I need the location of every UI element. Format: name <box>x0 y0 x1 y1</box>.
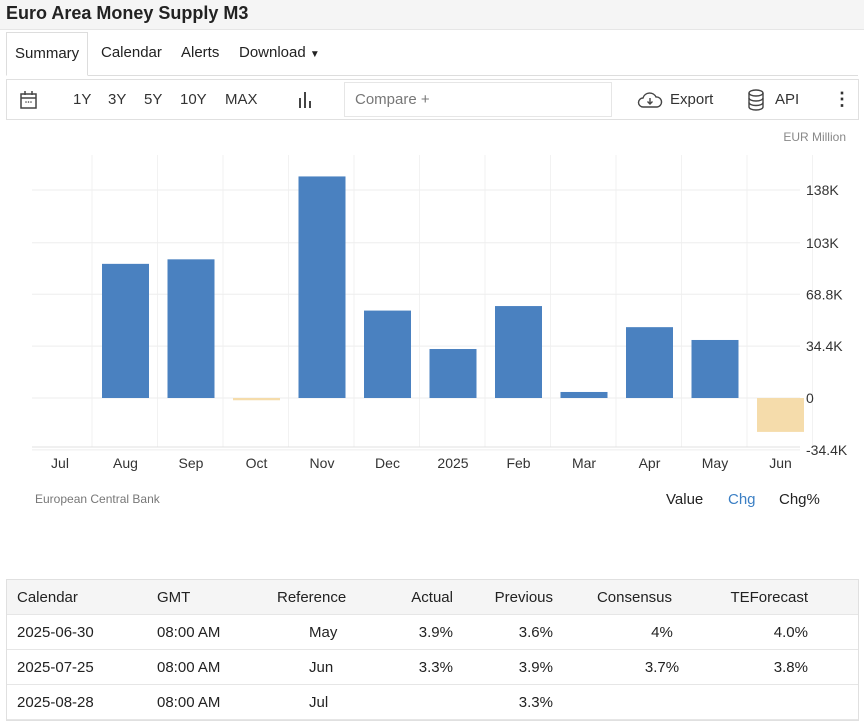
column-header: Reference <box>277 589 347 606</box>
y-tick-label: 138K <box>806 182 839 198</box>
table-row: 2025-07-25 08:00 AM Jun 3.3% 3.9% 3.7% 3.8% <box>7 650 858 685</box>
range-3y[interactable]: 3Y <box>108 91 127 108</box>
export-button[interactable]: Export <box>637 80 722 119</box>
source-label: European Central Bank <box>35 492 160 506</box>
x-tick-label: May <box>702 455 728 471</box>
table-header: Calendar GMT Reference Actual Previous Consen… <box>7 580 858 615</box>
x-tick-label: Jun <box>769 455 792 471</box>
mode-chg[interactable]: Chg <box>728 491 756 508</box>
x-tick-label: Oct <box>246 455 268 471</box>
x-tick-label: Mar <box>572 455 596 471</box>
x-tick-label: Nov <box>310 455 335 471</box>
y-tick-label: 68.8K <box>806 286 843 302</box>
caret-down-icon: ▼ <box>309 49 320 60</box>
y-tick-label: 0 <box>806 390 814 406</box>
table-cell: May <box>309 624 338 641</box>
compare-input[interactable]: Compare + <box>344 82 612 117</box>
page-title: Euro Area Money Supply M3 <box>6 3 249 23</box>
column-header: GMT <box>157 589 191 606</box>
bar-2025 <box>429 349 477 398</box>
table-cell: 3.6% <box>518 624 553 641</box>
title-bar: Euro Area Money Supply M3 <box>0 0 864 30</box>
bar-apr <box>626 327 673 398</box>
bar-jun <box>757 398 804 432</box>
table-cell: 08:00 AM <box>157 694 221 711</box>
calendar-table: Calendar GMT Reference Actual Previous Consen… <box>6 579 859 721</box>
table-cell: 3.8% <box>773 659 808 676</box>
download-label: Download <box>239 44 306 61</box>
column-header: Consensus <box>596 589 672 606</box>
y-tick-label: -34.4K <box>806 442 848 458</box>
y-tick-label: 103K <box>806 235 839 251</box>
table-cell: 3.9% <box>418 624 453 641</box>
table-cell: 2025-07-25 <box>17 659 94 676</box>
column-header: Previous <box>494 589 553 606</box>
table-cell: 4.0% <box>773 624 808 641</box>
tab-alerts[interactable]: Alerts <box>181 44 220 61</box>
api-label: API <box>775 91 800 108</box>
bar-sep <box>167 259 215 398</box>
tab-download[interactable]: Download ▼ <box>239 32 320 76</box>
mode-chg-pct[interactable]: Chg% <box>779 491 820 508</box>
cloud-download-icon <box>637 92 663 108</box>
table-cell: 2025-06-30 <box>17 624 94 641</box>
table-row: 2025-06-30 08:00 AM May 3.9% 3.6% 4% 4.0% <box>7 615 858 650</box>
bar-chart: 138K 103K 68.8K 34.4K 0 -34.4K Jul Aug Sep Oct Nov… <box>32 155 848 471</box>
database-icon <box>748 89 764 111</box>
column-header: TEForecast <box>730 589 808 606</box>
tab-calendar[interactable]: Calendar <box>101 44 162 61</box>
table-cell: 3.7% <box>644 659 680 676</box>
bar-may <box>691 339 739 398</box>
table-cell: Jun <box>309 659 334 676</box>
column-header: Actual <box>411 589 453 606</box>
range-10y[interactable]: 10Y <box>180 91 207 108</box>
chart-toolbar: 1Y 3Y 5Y 10Y MAX Compare + Export API ⋮ <box>6 79 859 120</box>
x-tick-label: Sep <box>179 455 204 471</box>
x-tick-label: Feb <box>506 455 530 471</box>
tab-bar: Summary Calendar Alerts Download ▼ <box>6 32 858 76</box>
range-1y[interactable]: 1Y <box>73 91 92 108</box>
column-header: Calendar <box>17 589 78 606</box>
bar-oct <box>233 398 280 401</box>
x-tick-label: Aug <box>113 455 138 471</box>
export-label: Export <box>670 91 714 108</box>
bar-aug <box>102 263 149 398</box>
range-max[interactable]: MAX <box>225 91 258 108</box>
x-tick-label: Apr <box>639 455 661 471</box>
mode-value[interactable]: Value <box>666 491 704 508</box>
table-cell: Jul <box>309 694 329 711</box>
x-tick-label: Jul <box>51 455 69 471</box>
table-cell: 08:00 AM <box>157 659 221 676</box>
table-cell: 3.3% <box>418 659 453 676</box>
bar-nov <box>298 176 346 398</box>
bar-feb <box>495 306 542 398</box>
table-cell: 3.9% <box>518 659 553 676</box>
table-row: 2025-08-28 08:00 AM Jul 3.3% <box>7 685 858 720</box>
y-tick-label: 34.4K <box>806 338 843 354</box>
x-tick-label: 2025 <box>437 455 468 471</box>
table-cell: 4% <box>651 624 673 641</box>
unit-label: EUR Million <box>783 130 846 144</box>
more-options-icon[interactable]: ⋮ <box>833 89 851 109</box>
table-cell: 2025-08-28 <box>17 694 94 711</box>
bar-dec <box>364 310 411 398</box>
api-button[interactable]: API <box>747 80 807 119</box>
bar-mar <box>560 391 608 398</box>
tab-summary[interactable]: Summary <box>6 32 89 76</box>
table-cell: 08:00 AM <box>157 624 221 641</box>
table-cell: 3.3% <box>518 694 553 711</box>
x-tick-label: Dec <box>375 455 400 471</box>
range-5y[interactable]: 5Y <box>144 91 163 108</box>
